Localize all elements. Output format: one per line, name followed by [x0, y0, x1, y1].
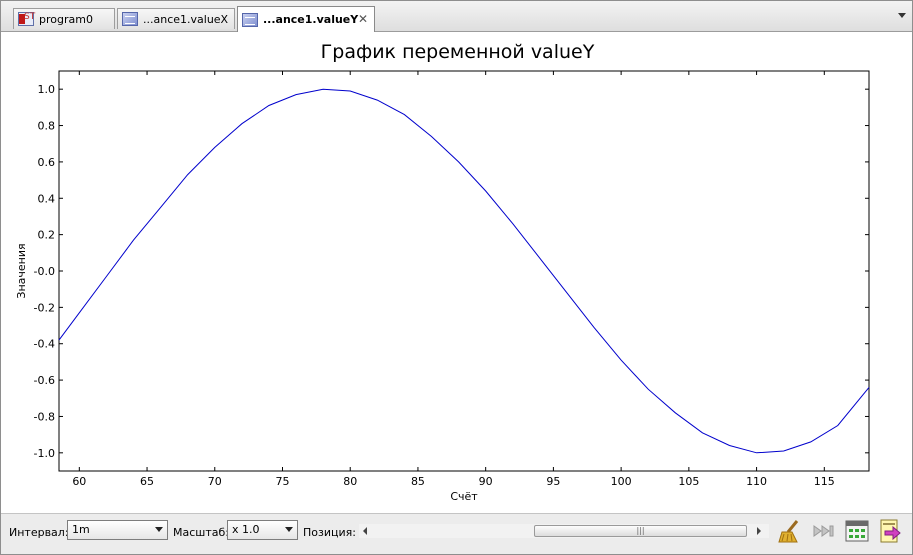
scroll-left-arrow-icon[interactable] — [363, 527, 367, 535]
tab-label: ...ance1.valueY — [263, 13, 359, 26]
scale-label: Масштаб: — [173, 526, 229, 539]
chart-title: График переменной valueY — [320, 41, 595, 63]
chevron-down-icon — [155, 527, 163, 532]
export-icon[interactable] — [877, 518, 903, 544]
x-tick-label: 90 — [479, 475, 493, 488]
y-tick-label: 0.2 — [38, 229, 56, 242]
st-program-icon: ST — [18, 12, 35, 26]
x-tick-label: 115 — [814, 475, 835, 488]
x-tick-label: 105 — [678, 475, 699, 488]
y-tick-label: 1.0 — [38, 83, 56, 96]
y-tick-label: -0.8 — [34, 410, 55, 423]
x-tick-label: 60 — [72, 475, 86, 488]
graph-icon — [242, 12, 258, 27]
scrollbar-thumb[interactable]: ||| — [534, 525, 747, 537]
tab-list-chevron-down-icon[interactable] — [898, 13, 906, 18]
x-tick-label: 65 — [140, 475, 154, 488]
x-tick-label: 80 — [343, 475, 357, 488]
y-tick-label: -0.2 — [34, 301, 55, 314]
scale-select[interactable]: x 1.0 — [227, 520, 298, 540]
tab-valuey[interactable]: ...ance1.valueY ✕ — [237, 6, 375, 32]
position-scrollbar[interactable]: ||| — [359, 524, 769, 538]
x-tick-label: 70 — [208, 475, 222, 488]
y-tick-label: 0.4 — [38, 192, 56, 205]
y-tick-label: 0.8 — [38, 120, 56, 133]
x-tick-label: 110 — [746, 475, 767, 488]
y-tick-label: -1.0 — [34, 447, 55, 460]
interval-select[interactable]: 1m — [67, 520, 168, 540]
scroll-right-arrow-icon[interactable] — [757, 527, 761, 535]
x-tick-label: 75 — [275, 475, 289, 488]
graph-icon — [122, 12, 138, 26]
y-tick-label: -0.4 — [34, 338, 55, 351]
chevron-down-icon — [285, 527, 293, 532]
position-label: Позиция: — [303, 526, 356, 539]
scale-value: x 1.0 — [232, 523, 260, 536]
tab-label: ...ance1.valueX — [143, 12, 229, 26]
y-tick-label: 0.6 — [38, 156, 56, 169]
tab-label: program0 — [39, 12, 93, 26]
tab-bar: ST program0 ...ance1.valueX ...ance1.val… — [1, 1, 912, 32]
close-icon[interactable]: ✕ — [357, 12, 368, 26]
x-tick-label: 100 — [611, 475, 632, 488]
y-axis-label: Значения — [15, 243, 28, 298]
series-line — [58, 88, 870, 454]
x-axis-label: Счёт — [450, 490, 478, 503]
x-tick-label: 95 — [546, 475, 560, 488]
bottom-toolbar: Интервал: 1m Масштаб: x 1.0 Позиция: ||| — [1, 513, 912, 554]
clear-broom-icon[interactable] — [777, 518, 803, 544]
chart-plot: 1.0 0.8 0.6 0.4 0.2 -0.0 -0.2 -0.4 -0.6 -0.8 -1.0 6… — [15, 70, 870, 503]
plot-frame — [58, 70, 870, 472]
grid-settings-icon[interactable] — [844, 518, 870, 544]
interval-value: 1m — [72, 523, 90, 536]
y-tick-label: -0.0 — [34, 265, 55, 278]
tab-program0[interactable]: ST program0 — [13, 8, 115, 29]
y-tick-label: -0.6 — [34, 374, 55, 387]
x-tick-label: 85 — [411, 475, 425, 488]
skip-to-end-icon[interactable] — [811, 518, 837, 544]
interval-label: Интервал: — [9, 526, 69, 539]
tab-valuex[interactable]: ...ance1.valueX — [117, 8, 235, 29]
